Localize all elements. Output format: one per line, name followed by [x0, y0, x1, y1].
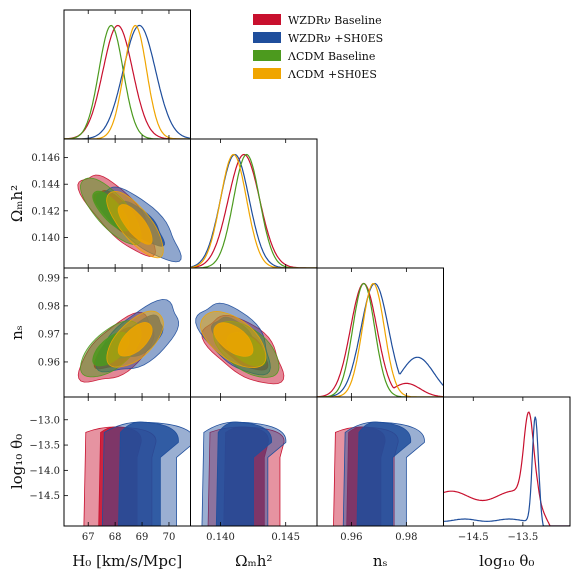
marginal-ns-2	[317, 282, 444, 397]
y-tick-label: 0.98	[38, 301, 60, 312]
marginal-om-1	[190, 153, 317, 268]
marginal-H0-1	[64, 24, 191, 139]
x-tick-label: 69	[136, 532, 149, 543]
theta-band-68-1	[215, 421, 272, 526]
legend-entry-wzdr-sh0es: WZDRν +SH0ES	[253, 32, 383, 45]
y-tick-label: 0.140	[31, 233, 60, 244]
theta-band-68-1	[118, 421, 179, 526]
marginal-H0-0	[64, 24, 191, 139]
x-axis-label-th: log₁₀ θ₀	[479, 552, 534, 570]
contour-68-3	[117, 321, 153, 357]
x-ticks: −14.5 −13.5	[458, 397, 538, 543]
y-tick-label: −13.0	[29, 415, 60, 426]
legend-entry-lcdm-baseline: ΛCDM Baseline	[253, 50, 375, 63]
x-ticks	[87, 139, 170, 268]
marginal-ns-0	[317, 282, 444, 397]
x-tick-label: 0.145	[271, 532, 300, 543]
y-tick-label: −14.5	[29, 491, 60, 502]
x-ticks: 0.140 0.145	[206, 397, 300, 543]
x-ticks: 0.96 0.98	[340, 397, 418, 543]
x-ticks: 67 68 69 70	[82, 397, 175, 543]
y-tick-label: 0.97	[38, 329, 60, 340]
y-tick-label: 0.96	[38, 357, 60, 368]
legend-entry-lcdm-sh0es: ΛCDM +SH0ES	[253, 68, 377, 81]
y-tick-label: 0.99	[38, 273, 60, 284]
panel-ns-vs-om	[195, 302, 285, 385]
legend-swatch-lcdm-baseline	[253, 50, 281, 61]
x-tick-label: −13.5	[508, 532, 539, 543]
legend-label-wzdr-sh0es: WZDRν +SH0ES	[288, 32, 383, 45]
legend-swatch-wzdr-baseline	[253, 14, 281, 25]
legend-entry-wzdr-baseline: WZDRν Baseline	[253, 14, 382, 27]
legend-label-wzdr-baseline: WZDRν Baseline	[288, 14, 382, 27]
y-axis-label-ns: nₛ	[8, 325, 26, 340]
legend-label-lcdm-sh0es: ΛCDM +SH0ES	[287, 68, 377, 81]
x-ticks	[87, 10, 170, 139]
marginal-H0-2	[64, 24, 191, 139]
x-tick-label: 0.96	[340, 532, 362, 543]
marginal-ns-3	[317, 283, 444, 397]
panel-th-vs-th	[443, 411, 570, 526]
y-tick-label: −13.5	[29, 441, 60, 452]
panel-th-vs-H0	[83, 421, 191, 526]
panel-H0-vs-H0	[64, 24, 191, 139]
y-axis-label-th: log₁₀ θ₀	[8, 434, 26, 489]
y-tick-label: 0.146	[31, 153, 60, 164]
panel-ns-vs-H0	[77, 298, 180, 383]
x-ticks	[220, 139, 287, 268]
marginal-th-1	[443, 416, 570, 526]
y-ticks: 0.96 0.97 0.98 0.99	[38, 273, 68, 368]
x-ticks	[87, 268, 170, 397]
marginal-om-3	[190, 153, 317, 268]
x-axis-label-om: Ωₘh²	[235, 552, 272, 570]
panel-frame	[443, 396, 571, 527]
y-tick-label: 0.144	[31, 180, 60, 191]
y-ticks: 0.140 0.142 0.144 0.146	[31, 153, 68, 244]
panel-om-vs-H0	[77, 174, 182, 263]
x-ticks	[220, 268, 287, 397]
marginal-om-2	[190, 153, 317, 268]
marginal-ns-1	[317, 282, 444, 397]
x-axis-label-H0: H₀ [km/s/Mpc]	[72, 552, 182, 570]
panel-frame	[63, 9, 191, 140]
legend-swatch-wzdr-sh0es	[253, 32, 281, 43]
y-tick-label: −14.0	[29, 466, 60, 477]
panel-frame	[316, 267, 444, 398]
x-tick-label: 68	[109, 532, 122, 543]
y-tick-label: 0.142	[31, 206, 60, 217]
contour-68-3	[117, 204, 153, 245]
legend-swatch-lcdm-sh0es	[253, 68, 281, 79]
panel-ns-vs-ns	[317, 282, 444, 397]
x-tick-label: 70	[163, 532, 176, 543]
legend: WZDRν Baseline WZDRν +SH0ES ΛCDM Baselin…	[253, 14, 383, 81]
panel-th-vs-om	[201, 421, 287, 526]
panel-th-vs-ns	[333, 421, 425, 526]
x-axis-label-ns: nₛ	[373, 552, 388, 570]
theta-band-68-1	[356, 421, 412, 526]
x-tick-label: −14.5	[458, 532, 489, 543]
panels: 0.140 0.142 0.144 0.146 0.96 0.97 0.98 0.99 67 68…	[29, 9, 571, 543]
x-ticks	[350, 268, 407, 397]
legend-label-lcdm-baseline: ΛCDM Baseline	[287, 50, 375, 63]
marginal-H0-3	[64, 24, 191, 139]
marginal-th-0	[443, 411, 570, 526]
x-tick-label: 67	[82, 532, 95, 543]
contour-68-3	[213, 322, 254, 357]
x-tick-label: 0.140	[206, 532, 235, 543]
y-axis-label-om: Ωₘh²	[8, 185, 26, 222]
panel-om-vs-om	[190, 153, 317, 268]
axis-labels: H₀ [km/s/Mpc] Ωₘh² nₛ log₁₀ θ₀ Ωₘh² nₛ log₁₀ θ…	[8, 185, 534, 570]
y-ticks: −14.5 −14.0 −13.5 −13.0	[29, 415, 68, 502]
x-tick-label: 0.98	[395, 532, 417, 543]
